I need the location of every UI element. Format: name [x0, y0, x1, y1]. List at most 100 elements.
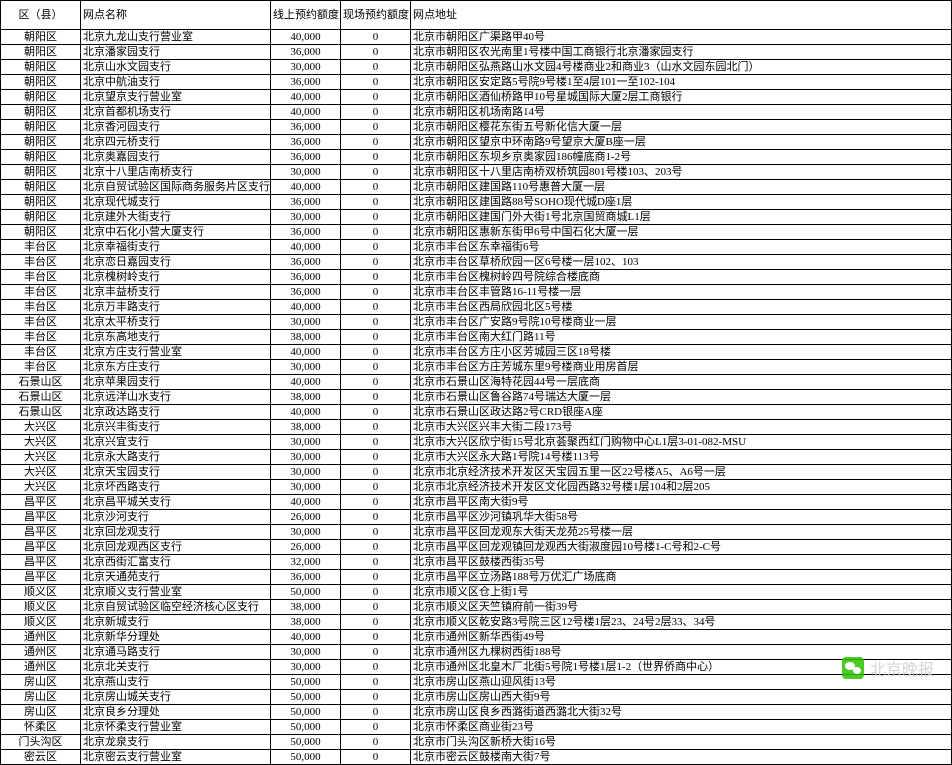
table-row: 朝阳区北京奥嘉园支行36,0000北京市朝阳区东坝乡京奥家园186幢底商1-2号 — [1, 150, 952, 165]
cell-onsite: 0 — [341, 750, 411, 765]
cell-online: 30,000 — [271, 465, 341, 480]
cell-onsite: 0 — [341, 240, 411, 255]
cell-branch: 北京太平桥支行 — [81, 315, 271, 330]
cell-branch: 北京万丰路支行 — [81, 300, 271, 315]
cell-branch: 北京首都机场支行 — [81, 105, 271, 120]
cell-onsite: 0 — [341, 405, 411, 420]
cell-address: 北京市朝阳区东坝乡京奥家园186幢底商1-2号 — [411, 150, 952, 165]
cell-onsite: 0 — [341, 495, 411, 510]
cell-branch: 北京自贸试验区国际商务服务片区支行营业室 — [81, 180, 271, 195]
cell-onsite: 0 — [341, 525, 411, 540]
cell-address: 北京市昌平区立汤路188号万优汇广场底商 — [411, 570, 952, 585]
table-row: 丰台区北京东方庄支行30,0000北京市丰台区方庄芳城东里9号楼商业用房首层 — [1, 360, 952, 375]
cell-district: 通州区 — [1, 630, 81, 645]
cell-online: 36,000 — [271, 255, 341, 270]
cell-branch: 北京兴宜支行 — [81, 435, 271, 450]
cell-address: 北京市朝阳区农光南里1号楼中国工商银行北京潘家园支行 — [411, 45, 952, 60]
cell-online: 36,000 — [271, 225, 341, 240]
cell-branch: 北京坏西路支行 — [81, 480, 271, 495]
cell-district: 朝阳区 — [1, 195, 81, 210]
table-row: 大兴区北京兴宜支行30,0000北京市大兴区欣宁街15号北京荟聚西红门购物中心L… — [1, 435, 952, 450]
cell-address: 北京市朝阳区建国路110号惠普大厦一层 — [411, 180, 952, 195]
cell-onsite: 0 — [341, 180, 411, 195]
cell-branch: 北京奥嘉园支行 — [81, 150, 271, 165]
cell-district: 朝阳区 — [1, 60, 81, 75]
cell-branch: 北京通马路支行 — [81, 645, 271, 660]
cell-address: 北京市丰台区草桥欣园一区6号楼一层102、103 — [411, 255, 952, 270]
cell-address: 北京市朝阳区惠新东街甲6号中国石化大厦一层 — [411, 225, 952, 240]
cell-district: 昌平区 — [1, 540, 81, 555]
cell-onsite: 0 — [341, 540, 411, 555]
cell-address: 北京市房山区燕山迎风街13号 — [411, 675, 952, 690]
cell-district: 朝阳区 — [1, 105, 81, 120]
cell-district: 大兴区 — [1, 435, 81, 450]
table-row: 昌平区北京天通苑支行36,0000北京市昌平区立汤路188号万优汇广场底商 — [1, 570, 952, 585]
cell-address: 北京市朝阳区樱花东街五号新化信大厦一层 — [411, 120, 952, 135]
cell-branch: 北京天宝园支行 — [81, 465, 271, 480]
cell-district: 房山区 — [1, 705, 81, 720]
cell-onsite: 0 — [341, 360, 411, 375]
cell-branch: 北京东高地支行 — [81, 330, 271, 345]
cell-branch: 北京自贸试验区临空经济核心区支行 — [81, 600, 271, 615]
cell-branch: 北京回龙观西区支行 — [81, 540, 271, 555]
cell-online: 38,000 — [271, 420, 341, 435]
cell-online: 40,000 — [271, 630, 341, 645]
cell-online: 38,000 — [271, 615, 341, 630]
table-row: 石景山区北京苹果园支行40,0000北京市石景山区海特花园44号一层底商 — [1, 375, 952, 390]
cell-onsite: 0 — [341, 645, 411, 660]
cell-district: 朝阳区 — [1, 120, 81, 135]
cell-online: 26,000 — [271, 510, 341, 525]
cell-district: 昌平区 — [1, 495, 81, 510]
cell-online: 30,000 — [271, 360, 341, 375]
cell-onsite: 0 — [341, 630, 411, 645]
cell-onsite: 0 — [341, 90, 411, 105]
cell-address: 北京市石景山区政达路2号CRD银座A座 — [411, 405, 952, 420]
cell-district: 朝阳区 — [1, 210, 81, 225]
table-row: 丰台区北京丰益桥支行36,0000北京市丰台区丰管路16-11号楼一层 — [1, 285, 952, 300]
cell-branch: 北京密云支行营业室 — [81, 750, 271, 765]
cell-onsite: 0 — [341, 30, 411, 45]
header-branch: 网点名称 — [81, 1, 271, 30]
cell-online: 40,000 — [271, 90, 341, 105]
header-row: 区（县） 网点名称 线上预约额度（枚） 现场预约额度（枚） 网点地址 — [1, 1, 952, 30]
table-row: 朝阳区北京中石化小营大厦支行36,0000北京市朝阳区惠新东街甲6号中国石化大厦… — [1, 225, 952, 240]
cell-onsite: 0 — [341, 435, 411, 450]
cell-address: 北京市丰台区东幸福街6号 — [411, 240, 952, 255]
cell-district: 大兴区 — [1, 450, 81, 465]
cell-branch: 北京香河园支行 — [81, 120, 271, 135]
cell-onsite: 0 — [341, 210, 411, 225]
cell-online: 36,000 — [271, 150, 341, 165]
cell-online: 38,000 — [271, 390, 341, 405]
cell-online: 30,000 — [271, 435, 341, 450]
table-row: 密云区北京密云支行营业室50,0000北京市密云区鼓楼南大街7号 — [1, 750, 952, 765]
cell-branch: 北京方庄支行营业室 — [81, 345, 271, 360]
cell-district: 朝阳区 — [1, 30, 81, 45]
table-row: 朝阳区北京现代城支行36,0000北京市朝阳区建国路88号SOHO现代城D座1层 — [1, 195, 952, 210]
cell-branch: 北京天通苑支行 — [81, 570, 271, 585]
table-row: 昌平区北京回龙观支行30,0000北京市昌平区回龙观东大街天龙苑25号楼一层 — [1, 525, 952, 540]
table-row: 丰台区北京方庄支行营业室40,0000北京市丰台区方庄小区芳城园三区18号楼 — [1, 345, 952, 360]
cell-online: 40,000 — [271, 495, 341, 510]
cell-address: 北京市丰台区南大红门路11号 — [411, 330, 952, 345]
cell-online: 38,000 — [271, 330, 341, 345]
cell-onsite: 0 — [341, 555, 411, 570]
table-row: 大兴区北京天宝园支行30,0000北京市北京经济技术开发区天宝园五里一区22号楼… — [1, 465, 952, 480]
cell-address: 北京市房山区良乡西潞街道西潞北大街32号 — [411, 705, 952, 720]
cell-branch: 北京丰益桥支行 — [81, 285, 271, 300]
cell-address: 北京市朝阳区广渠路甲40号 — [411, 30, 952, 45]
cell-district: 丰台区 — [1, 315, 81, 330]
table-row: 朝阳区北京九龙山支行营业室40,0000北京市朝阳区广渠路甲40号 — [1, 30, 952, 45]
cell-district: 密云区 — [1, 750, 81, 765]
table-row: 石景山区北京政达路支行40,0000北京市石景山区政达路2号CRD银座A座 — [1, 405, 952, 420]
cell-online: 36,000 — [271, 45, 341, 60]
table-row: 朝阳区北京香河园支行36,0000北京市朝阳区樱花东街五号新化信大厦一层 — [1, 120, 952, 135]
cell-branch: 北京怀柔支行营业室 — [81, 720, 271, 735]
cell-onsite: 0 — [341, 270, 411, 285]
cell-onsite: 0 — [341, 690, 411, 705]
cell-district: 丰台区 — [1, 330, 81, 345]
cell-branch: 北京沙河支行 — [81, 510, 271, 525]
cell-district: 朝阳区 — [1, 45, 81, 60]
quota-table: 区（县） 网点名称 线上预约额度（枚） 现场预约额度（枚） 网点地址 朝阳区北京… — [0, 0, 952, 765]
cell-onsite: 0 — [341, 510, 411, 525]
cell-onsite: 0 — [341, 345, 411, 360]
